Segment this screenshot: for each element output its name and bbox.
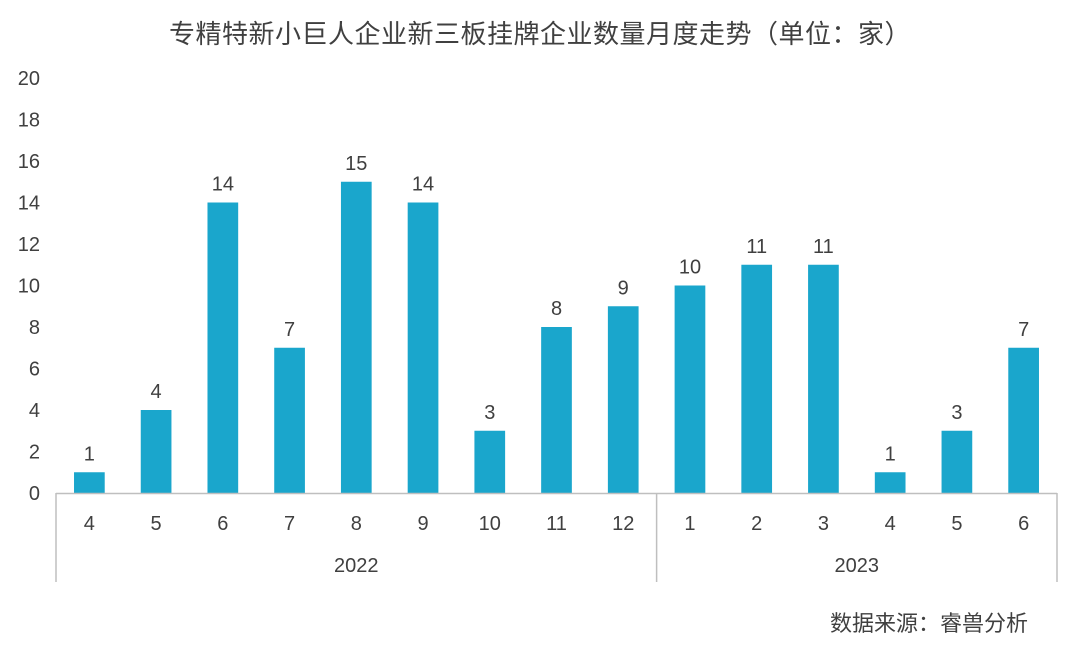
bar-value-label: 15 [345, 153, 367, 175]
y-tick-label: 4 [29, 400, 40, 422]
bar-value-label: 11 [813, 236, 834, 258]
bar [207, 202, 239, 493]
bar [874, 472, 906, 493]
x-tick-label: 8 [351, 513, 362, 535]
x-tick-label: 5 [951, 513, 962, 535]
x-tick-label: 6 [217, 513, 228, 535]
y-tick-label: 12 [18, 234, 40, 256]
y-tick-label: 0 [29, 483, 40, 505]
x-group-label: 2023 [835, 555, 880, 577]
x-tick-label: 9 [417, 513, 428, 535]
chart-title: 专精特新小巨人企业新三板挂牌企业数量月度走势（单位：家） [168, 20, 911, 50]
bar [140, 410, 172, 493]
y-axis: 0 2 4 6 8 10 12 14 16 18 20 [18, 68, 40, 505]
bar [541, 327, 572, 493]
x-tick-label: 4 [84, 513, 95, 535]
bar-value-label: 8 [551, 298, 562, 320]
bar-value-label: 1 [84, 443, 95, 465]
bar [1008, 347, 1039, 493]
bar [607, 306, 639, 493]
bar [340, 181, 372, 493]
x-group-label: 2022 [334, 555, 379, 577]
bar-value-label: 14 [412, 174, 434, 196]
y-tick-label: 10 [18, 276, 40, 298]
x-tick-label: 5 [151, 513, 162, 535]
x-tick-label: 1 [684, 513, 695, 535]
bar-value-label: 4 [151, 381, 162, 403]
x-tick-label: 7 [284, 513, 295, 535]
x-tick-label: 3 [818, 513, 829, 535]
bar-value-label: 10 [679, 257, 701, 279]
x-tick-label: 4 [885, 513, 896, 535]
y-tick-label: 18 [18, 110, 40, 132]
bar [674, 285, 706, 493]
bar [808, 264, 839, 493]
x-tick-label: 2 [751, 513, 762, 535]
bar-value-label: 3 [951, 402, 962, 424]
y-tick-label: 16 [18, 151, 40, 173]
x-tick-label: 6 [1018, 513, 1029, 535]
bar-value-label: 9 [618, 277, 629, 299]
bar-value-label: 11 [746, 236, 767, 258]
bar-value-label: 1 [885, 443, 896, 465]
x-tick-label: 10 [479, 513, 501, 535]
bar-series [74, 181, 1039, 493]
y-tick-label: 2 [29, 442, 40, 464]
bar-value-label: 7 [284, 319, 295, 341]
bar-value-label: 14 [212, 174, 234, 196]
source-note: 数据来源：睿兽分析 [829, 612, 1028, 637]
bar [941, 430, 973, 493]
bar [74, 472, 105, 493]
x-tick-label: 12 [612, 513, 634, 535]
bar [407, 202, 439, 493]
bar [274, 347, 305, 493]
y-tick-label: 8 [29, 317, 40, 339]
y-tick-label: 6 [29, 359, 40, 381]
x-tick-label: 11 [546, 513, 567, 535]
y-tick-label: 14 [18, 193, 40, 215]
bar [741, 264, 773, 493]
bar [474, 430, 506, 493]
y-tick-label: 20 [18, 68, 40, 90]
bar-value-label: 3 [484, 402, 495, 424]
bar-value-label: 7 [1018, 319, 1029, 341]
